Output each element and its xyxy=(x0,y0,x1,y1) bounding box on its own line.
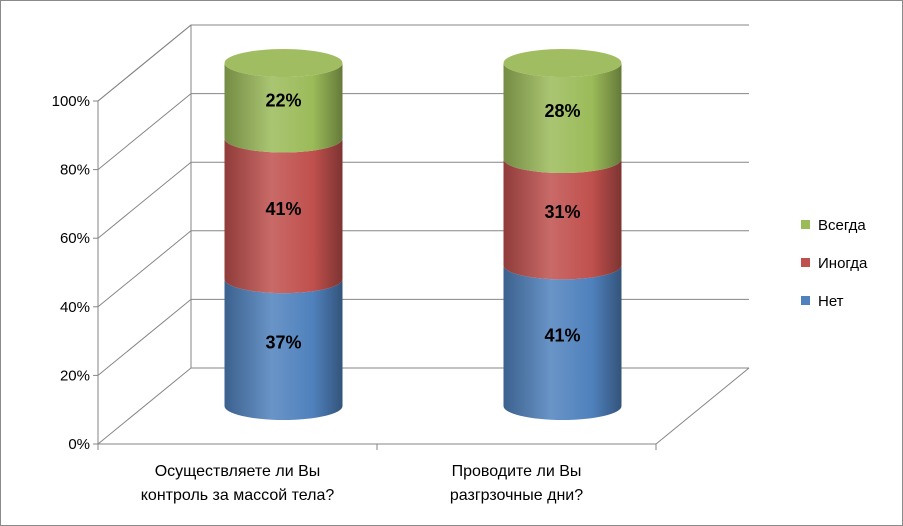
gridline-diagonal xyxy=(97,161,192,239)
data-label: 28% xyxy=(544,101,580,121)
y-tick-label: 100% xyxy=(52,93,90,110)
bar-segment-Нет xyxy=(224,279,343,421)
floor-edge-right xyxy=(655,367,750,445)
legend-label: Иногда xyxy=(818,255,868,272)
y-axis: 0% 20% 40% 60% 80% 100% xyxy=(52,93,98,453)
bar-top-cap xyxy=(503,49,622,77)
x-category-label: Осуществляете ли Вы контроль за массой те… xyxy=(141,463,335,504)
bar-top-cap xyxy=(224,49,343,77)
data-labels: 37% 41% 22% 41% 31% 28% xyxy=(265,91,580,353)
data-label: 41% xyxy=(544,326,580,346)
gridline-diagonal xyxy=(97,24,192,102)
y-tick-label: 40% xyxy=(60,299,90,316)
legend-label: Нет xyxy=(818,293,844,310)
legend-label: Всегда xyxy=(818,217,866,234)
bar-segment-Нет xyxy=(503,265,622,421)
y-tick-label: 0% xyxy=(68,436,90,453)
bars xyxy=(224,49,622,421)
gridline-diagonal xyxy=(97,230,192,308)
chart-walls xyxy=(97,24,750,445)
floor-edge-left xyxy=(97,367,192,445)
bar-segment-Иногда xyxy=(224,138,343,294)
data-label: 22% xyxy=(265,91,301,111)
bar-segment-Всегда xyxy=(503,63,622,174)
gridline-diagonal xyxy=(97,299,192,376)
gridline-diagonal xyxy=(97,93,192,170)
data-label: 37% xyxy=(265,333,301,353)
x-axis: Осуществляете ли Вы контроль за массой те… xyxy=(97,444,657,504)
bar-segment-Иногда xyxy=(503,159,622,280)
legend-swatch-Иногда xyxy=(801,258,810,267)
y-tick-label: 80% xyxy=(60,162,90,179)
gridlines xyxy=(97,24,749,376)
y-tick-label: 60% xyxy=(60,230,90,247)
bar-segment-Всегда xyxy=(224,63,343,153)
data-label: 31% xyxy=(544,202,580,222)
legend-swatch-Нет xyxy=(801,296,810,305)
x-category-label: Проводите ли Вы разгрзочные дни? xyxy=(450,463,583,504)
data-label: 41% xyxy=(265,199,301,219)
legend-swatch-Всегда xyxy=(801,220,810,229)
legend: Всегда Иногда Нет xyxy=(801,217,868,310)
y-tick-label: 20% xyxy=(60,367,90,384)
